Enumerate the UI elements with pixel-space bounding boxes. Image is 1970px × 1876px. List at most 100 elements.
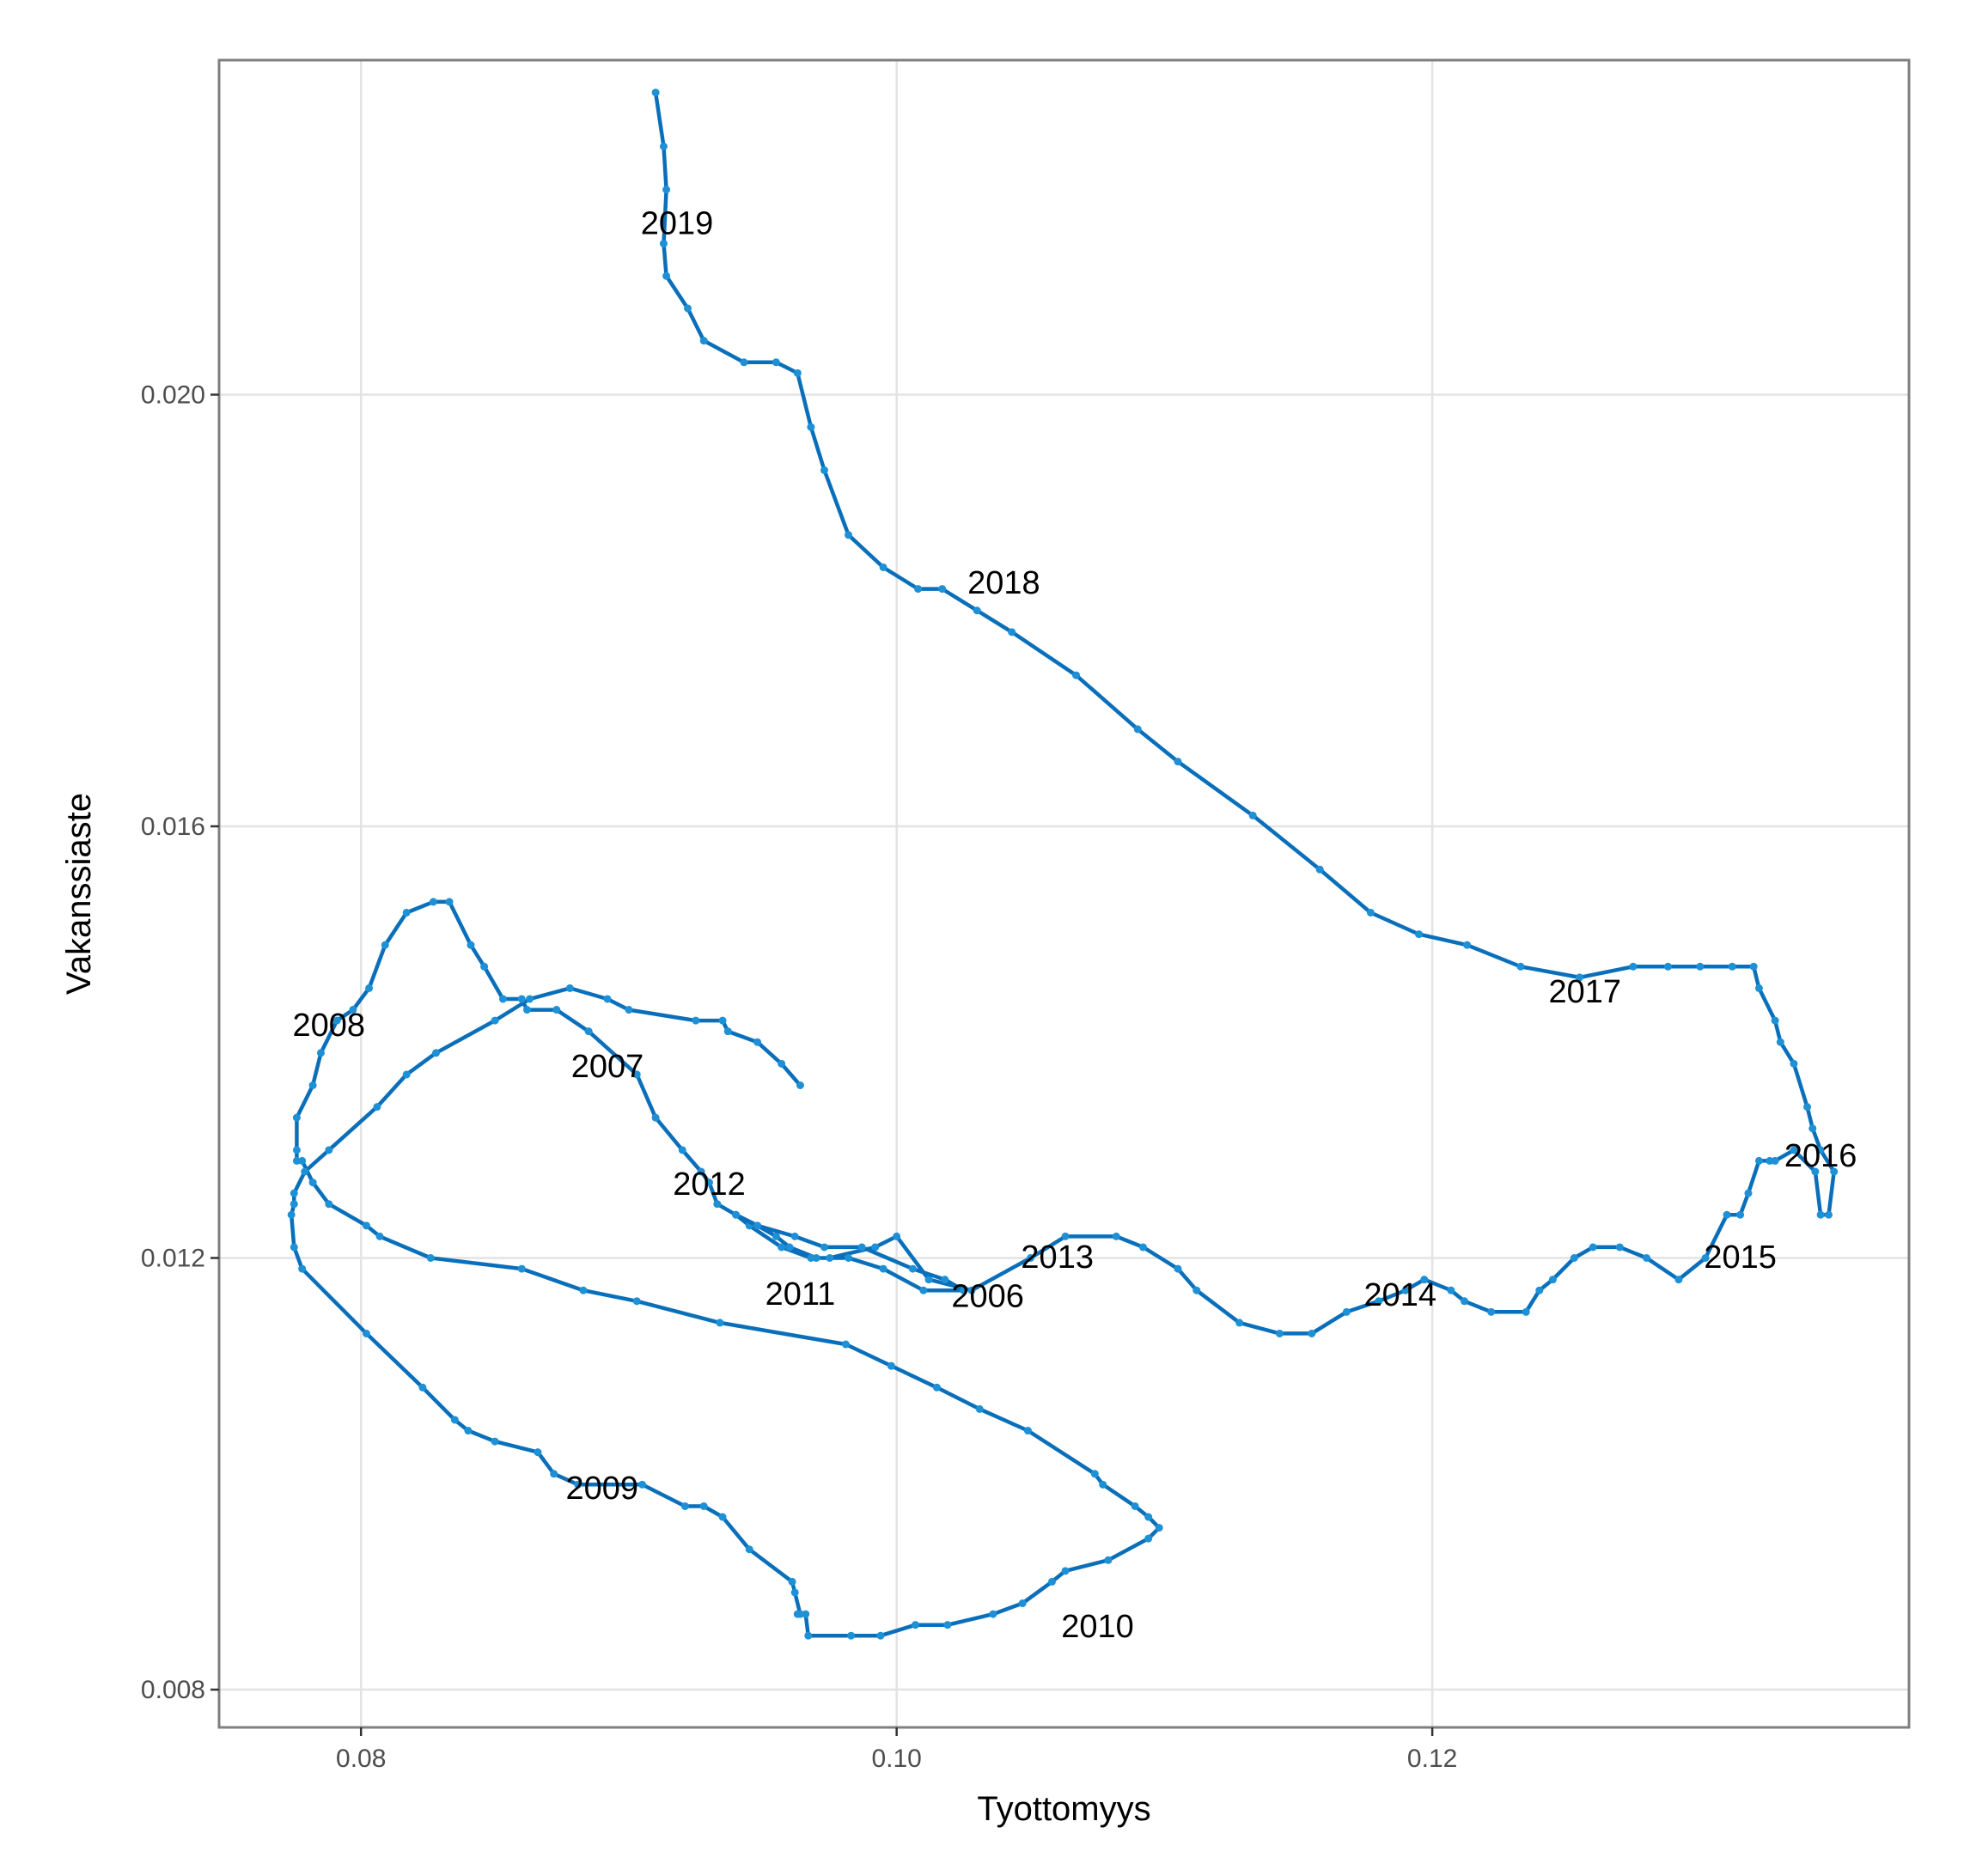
panel-border	[217, 58, 1911, 1729]
data-point	[349, 1006, 357, 1014]
data-point	[292, 1146, 301, 1154]
data-point	[967, 1286, 976, 1294]
data-point	[680, 1501, 689, 1510]
data-point	[1104, 1556, 1113, 1564]
data-point	[445, 898, 454, 906]
data-point	[1754, 984, 1763, 992]
data-point	[632, 1070, 641, 1079]
year-label-2007: 2007	[571, 1049, 644, 1085]
data-point	[973, 606, 981, 615]
data-point	[807, 1254, 815, 1263]
data-point	[1589, 1243, 1597, 1252]
data-point	[638, 1480, 647, 1489]
data-point	[911, 1621, 919, 1629]
data-point	[753, 1038, 762, 1046]
data-point	[632, 1297, 641, 1306]
data-point	[381, 941, 389, 949]
data-point	[1174, 758, 1182, 766]
data-point	[1235, 1319, 1244, 1327]
year-label-2013: 2013	[1021, 1240, 1094, 1276]
data-point	[772, 358, 780, 367]
y-axis-title: Vakanssiaste	[60, 793, 98, 995]
data-point	[491, 1016, 499, 1025]
data-point	[659, 240, 668, 248]
data-point	[845, 1254, 853, 1263]
data-point	[332, 1016, 341, 1025]
data-point	[841, 1340, 850, 1349]
data-point	[908, 1264, 917, 1273]
year-label-2015: 2015	[1704, 1240, 1777, 1276]
data-point	[919, 1286, 928, 1294]
data-point	[292, 1113, 301, 1122]
year-label-2018: 2018	[967, 565, 1040, 601]
data-point	[1811, 1167, 1820, 1176]
data-point	[1771, 1156, 1779, 1165]
data-point	[820, 466, 829, 474]
data-point	[491, 1437, 499, 1446]
data-point	[1766, 1156, 1774, 1165]
data-point	[960, 1286, 968, 1294]
data-point	[579, 1286, 588, 1294]
data-point	[365, 984, 374, 992]
data-point	[290, 1200, 298, 1209]
data-point	[975, 1404, 984, 1413]
data-point	[1061, 1232, 1070, 1240]
data-point	[1790, 1059, 1798, 1068]
x-tick-label: 0.12	[1407, 1745, 1457, 1773]
data-point	[847, 1631, 856, 1640]
data-point	[450, 1416, 459, 1424]
year-label-2009: 2009	[565, 1471, 638, 1507]
data-layer	[287, 88, 1839, 1640]
data-point	[1144, 1534, 1153, 1543]
data-point	[1308, 1329, 1316, 1337]
data-point	[552, 1006, 561, 1014]
data-point	[1548, 1276, 1557, 1284]
data-point	[1744, 1189, 1753, 1197]
data-point	[517, 995, 526, 1003]
data-point	[793, 368, 802, 377]
data-point	[1615, 1243, 1624, 1252]
data-point	[651, 88, 660, 97]
data-point	[1754, 1156, 1763, 1165]
data-point	[1771, 1016, 1779, 1025]
data-point	[362, 1221, 370, 1230]
data-point	[1570, 1254, 1578, 1263]
data-point	[732, 1210, 741, 1219]
data-point	[713, 1200, 722, 1209]
data-point	[876, 1631, 885, 1640]
data-point	[924, 1276, 933, 1284]
x-tick-label: 0.10	[871, 1745, 921, 1773]
data-point	[1816, 1210, 1825, 1219]
data-point	[467, 941, 475, 949]
data-point	[662, 271, 671, 280]
y-tick-label: 0.020	[141, 381, 205, 409]
data-point	[718, 1016, 727, 1025]
data-point	[1824, 1210, 1833, 1219]
data-point	[678, 1146, 686, 1154]
data-point	[584, 1027, 593, 1036]
data-point	[565, 984, 574, 992]
data-point	[697, 1167, 705, 1176]
data-point	[1516, 962, 1525, 971]
data-point	[1803, 1103, 1812, 1112]
data-point	[301, 1167, 309, 1176]
data-point	[1701, 1254, 1710, 1263]
data-point	[1749, 962, 1758, 971]
data-point	[662, 186, 671, 194]
data-point	[1643, 1254, 1651, 1263]
grid-lines	[219, 60, 1909, 1727]
data-point	[914, 585, 923, 594]
data-point	[684, 304, 692, 313]
data-point	[807, 423, 815, 431]
year-label-2010: 2010	[1061, 1609, 1134, 1645]
data-point	[1018, 1599, 1027, 1608]
data-point	[820, 1243, 829, 1252]
data-point	[1072, 671, 1081, 679]
data-point	[692, 1016, 700, 1025]
data-point	[464, 1427, 473, 1435]
axes: 0.08 0.10 0.12 0.008 0.012 0.016 0.020	[141, 381, 1457, 1773]
data-point	[772, 1232, 780, 1240]
x-tick-label: 0.08	[336, 1745, 386, 1773]
data-point	[1790, 1146, 1798, 1154]
